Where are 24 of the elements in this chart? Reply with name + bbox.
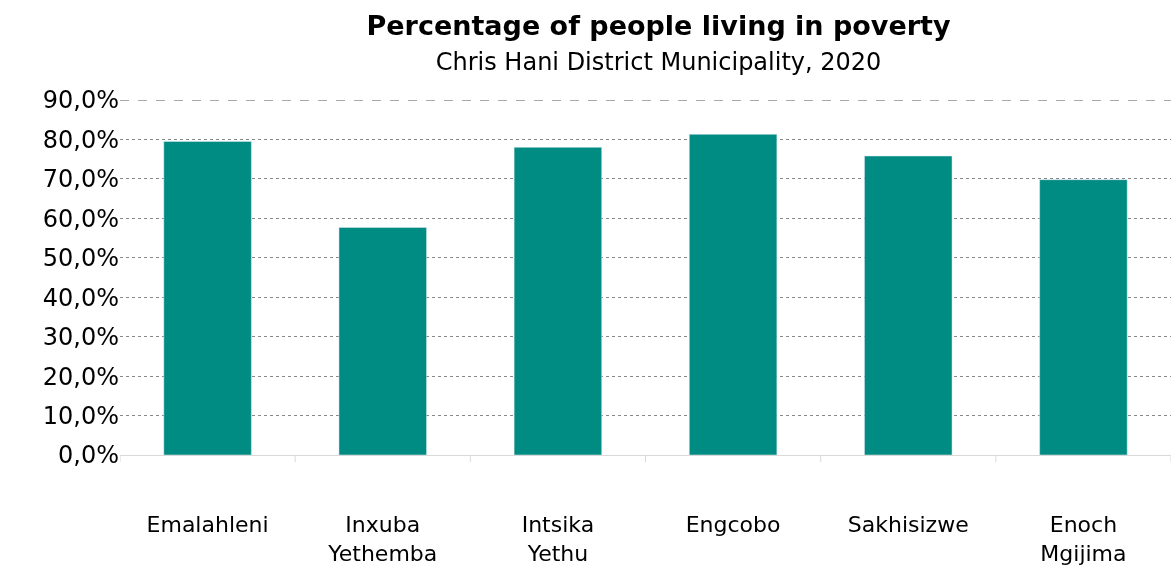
x-tick-label: Emalahleni xyxy=(146,512,269,538)
y-tick-label: 0,0% xyxy=(58,441,119,470)
y-tick-label: 20,0% xyxy=(42,362,119,391)
bar xyxy=(689,134,778,455)
x-tick-label: Inxuba Yethemba xyxy=(327,512,438,566)
chart-title: Percentage of people living in poverty xyxy=(366,9,951,41)
y-tick-label: 60,0% xyxy=(42,204,119,233)
y-tick-label: 50,0% xyxy=(42,244,119,273)
y-tick-label: 80,0% xyxy=(42,125,119,154)
bar xyxy=(338,227,427,455)
x-tick-label: Intsika Yethu xyxy=(521,512,595,566)
chart-subtitle: Chris Hani District Municipality, 2020 xyxy=(435,47,882,76)
x-tick-label: Sakhisizwe xyxy=(847,512,969,538)
bar xyxy=(513,147,602,455)
bar xyxy=(163,141,252,455)
y-tick-label: 10,0% xyxy=(42,401,119,430)
y-tick-label: 70,0% xyxy=(42,165,119,194)
bar xyxy=(864,155,953,455)
x-tick-label: Engcobo xyxy=(685,512,781,538)
y-tick-label: 40,0% xyxy=(42,283,119,312)
y-tick-label: 90,0% xyxy=(42,86,119,115)
x-tick-label: Enoch Mgijima xyxy=(1040,512,1127,566)
bar xyxy=(1039,179,1128,455)
y-tick-label: 30,0% xyxy=(42,323,119,352)
